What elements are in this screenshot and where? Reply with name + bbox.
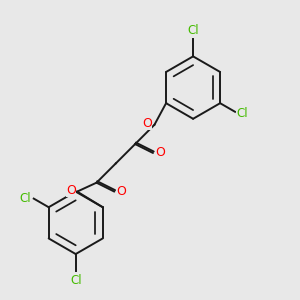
Text: O: O xyxy=(142,117,152,130)
Text: Cl: Cl xyxy=(236,107,248,120)
Text: Cl: Cl xyxy=(187,24,199,37)
Text: Cl: Cl xyxy=(70,274,82,286)
Text: Cl: Cl xyxy=(20,192,32,205)
Text: O: O xyxy=(155,146,165,160)
Text: O: O xyxy=(117,185,127,198)
Text: O: O xyxy=(66,184,76,196)
